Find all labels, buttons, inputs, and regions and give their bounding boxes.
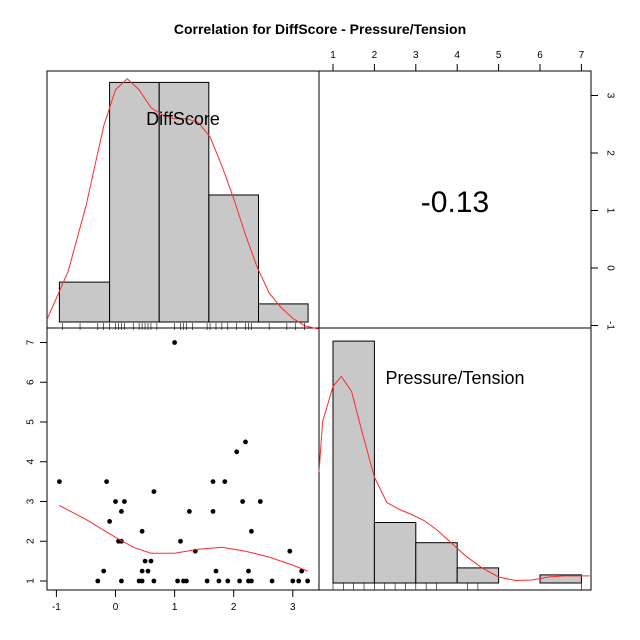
pressure-hist-bar xyxy=(332,340,375,584)
right-axis-tick-label: 1 xyxy=(604,208,615,214)
scatter-point xyxy=(101,568,107,574)
scatter-point xyxy=(305,578,310,584)
left-axis-tick-label: 5 xyxy=(26,419,37,425)
scatter-point xyxy=(187,509,192,514)
scatter-point xyxy=(139,578,145,584)
scatter-point xyxy=(178,538,183,544)
pressure-hist-bar xyxy=(456,567,500,584)
left-axis-tick-label: 6 xyxy=(26,379,37,385)
scatter-point xyxy=(290,578,296,584)
bottom-axis-tick-label: 1 xyxy=(172,602,178,613)
top-axis-tick-label: 2 xyxy=(372,50,378,61)
scatter-point xyxy=(234,449,240,455)
scatter-point xyxy=(151,489,157,494)
scatter-point xyxy=(296,578,302,584)
diffscore-hist-bar xyxy=(109,81,160,323)
left-axis-tick-label: 7 xyxy=(26,339,37,345)
variable-label-diffscore: DiffScore xyxy=(146,109,220,129)
scatter-smooth-line xyxy=(59,505,308,572)
panel-frame-bottom-right xyxy=(318,327,592,591)
scatter-point xyxy=(57,479,62,484)
scatter-point xyxy=(175,578,181,584)
scatter-point xyxy=(243,439,248,445)
scatter-point xyxy=(204,578,210,584)
scatter-point xyxy=(210,479,216,484)
scatter-point xyxy=(104,479,109,484)
scatter-point xyxy=(213,568,219,574)
scatter-point xyxy=(184,578,189,584)
scatter-point xyxy=(299,568,305,574)
diffscore-hist-bar xyxy=(258,303,309,323)
top-axis-tick-label: 3 xyxy=(413,50,419,61)
bottom-axis-tick-label: 0 xyxy=(113,602,119,613)
pressure-hist-bar xyxy=(415,542,458,584)
right-axis-tick-label: 2 xyxy=(604,150,615,156)
left-axis-tick-label: 1 xyxy=(26,578,37,584)
right-axis-tick-label: 3 xyxy=(604,93,615,99)
variable-label-pressure-tension: Pressure/Tension xyxy=(385,368,524,388)
bottom-axis-tick-label: 3 xyxy=(290,602,296,613)
diffscore-hist-bar xyxy=(208,194,259,323)
chart-marks: 1 2 3 4 5 6 7 -1 0 1 2 3 -1 0 1 2 3 1 2 3 4 5 6 7 xyxy=(26,50,616,613)
right-axis-tick-label: 0 xyxy=(604,265,615,271)
scatter-point xyxy=(145,568,151,574)
scatter-point xyxy=(287,548,293,554)
diffscore-hist-bar xyxy=(158,81,210,323)
scatter-point xyxy=(107,519,112,524)
top-axis-tick-label: 1 xyxy=(330,50,336,61)
diffscore-hist-bar xyxy=(58,281,111,323)
scatter-point xyxy=(119,509,124,514)
scatter-point xyxy=(113,499,118,504)
scatter-point xyxy=(257,499,263,504)
scatter-point xyxy=(249,578,254,584)
scatter-point xyxy=(225,578,231,584)
scatter-point xyxy=(240,499,246,504)
top-axis-tick-label: 6 xyxy=(537,50,543,61)
scatter-point xyxy=(119,578,124,584)
scatter-point xyxy=(246,568,251,574)
scatter-point xyxy=(216,578,222,584)
scatter-point xyxy=(142,558,148,564)
top-axis-tick-label: 7 xyxy=(579,50,585,61)
bottom-axis-tick-label: -1 xyxy=(52,602,61,613)
pressure-hist-bar xyxy=(373,522,417,584)
scatter-point xyxy=(139,568,145,574)
chart-title: Correlation for DiffScore - Pressure/Ten… xyxy=(174,21,466,37)
scatter-point xyxy=(249,528,254,534)
scatter-point xyxy=(222,479,228,484)
scatter-point xyxy=(151,578,157,584)
diffscore-density-line xyxy=(47,78,320,330)
correlation-value: -0.13 xyxy=(421,186,489,219)
scatter-point xyxy=(210,509,216,514)
pressure-density-line xyxy=(318,375,590,582)
scatter-point xyxy=(148,558,154,564)
right-axis-tick-label: -1 xyxy=(604,321,615,330)
left-axis-tick-label: 4 xyxy=(26,459,37,465)
scatter-point xyxy=(269,578,275,584)
scatter-point xyxy=(95,578,101,584)
left-axis-tick-label: 3 xyxy=(26,498,37,504)
top-axis-tick-label: 4 xyxy=(454,50,460,61)
scatter-point xyxy=(122,499,127,504)
bottom-axis-tick-label: 2 xyxy=(231,602,237,613)
scatter-point xyxy=(237,578,243,584)
scatter-point xyxy=(139,528,145,534)
top-axis-tick-label: 5 xyxy=(496,50,502,61)
scatter-point xyxy=(172,340,178,345)
left-axis-tick-label: 2 xyxy=(26,538,37,544)
